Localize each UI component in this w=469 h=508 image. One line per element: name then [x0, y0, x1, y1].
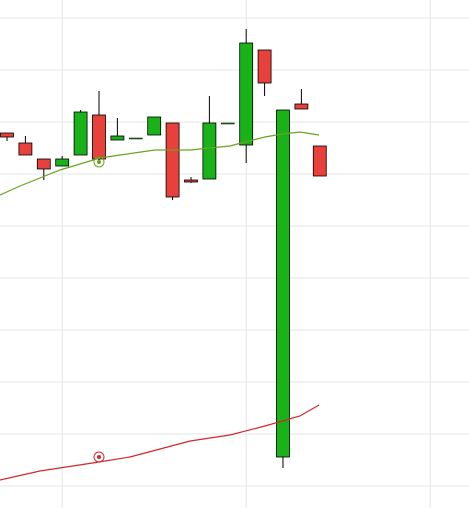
candle-body [18, 142, 33, 156]
candle-body [129, 137, 143, 140]
candle-body [221, 122, 235, 125]
candle-body [276, 109, 290, 458]
marker-dot [96, 455, 101, 459]
candle-body [55, 158, 70, 167]
candle-body [257, 49, 272, 84]
candle-body [36, 158, 51, 170]
candle-body [165, 122, 180, 198]
candle-body [239, 42, 254, 146]
marker-ring [93, 156, 105, 168]
candle-body [147, 116, 162, 136]
candle-body [202, 122, 217, 180]
marker-ring [93, 451, 105, 463]
candle-body [73, 111, 88, 156]
moving-average-line [0, 131, 320, 196]
candle-body [92, 114, 106, 160]
candle-body [110, 135, 125, 141]
marker-dot [96, 160, 101, 164]
candle-body [184, 179, 198, 183]
candle-body [0, 132, 14, 138]
candle-body [312, 145, 327, 177]
candle-body [294, 103, 309, 110]
moving-average-line [0, 404, 320, 481]
